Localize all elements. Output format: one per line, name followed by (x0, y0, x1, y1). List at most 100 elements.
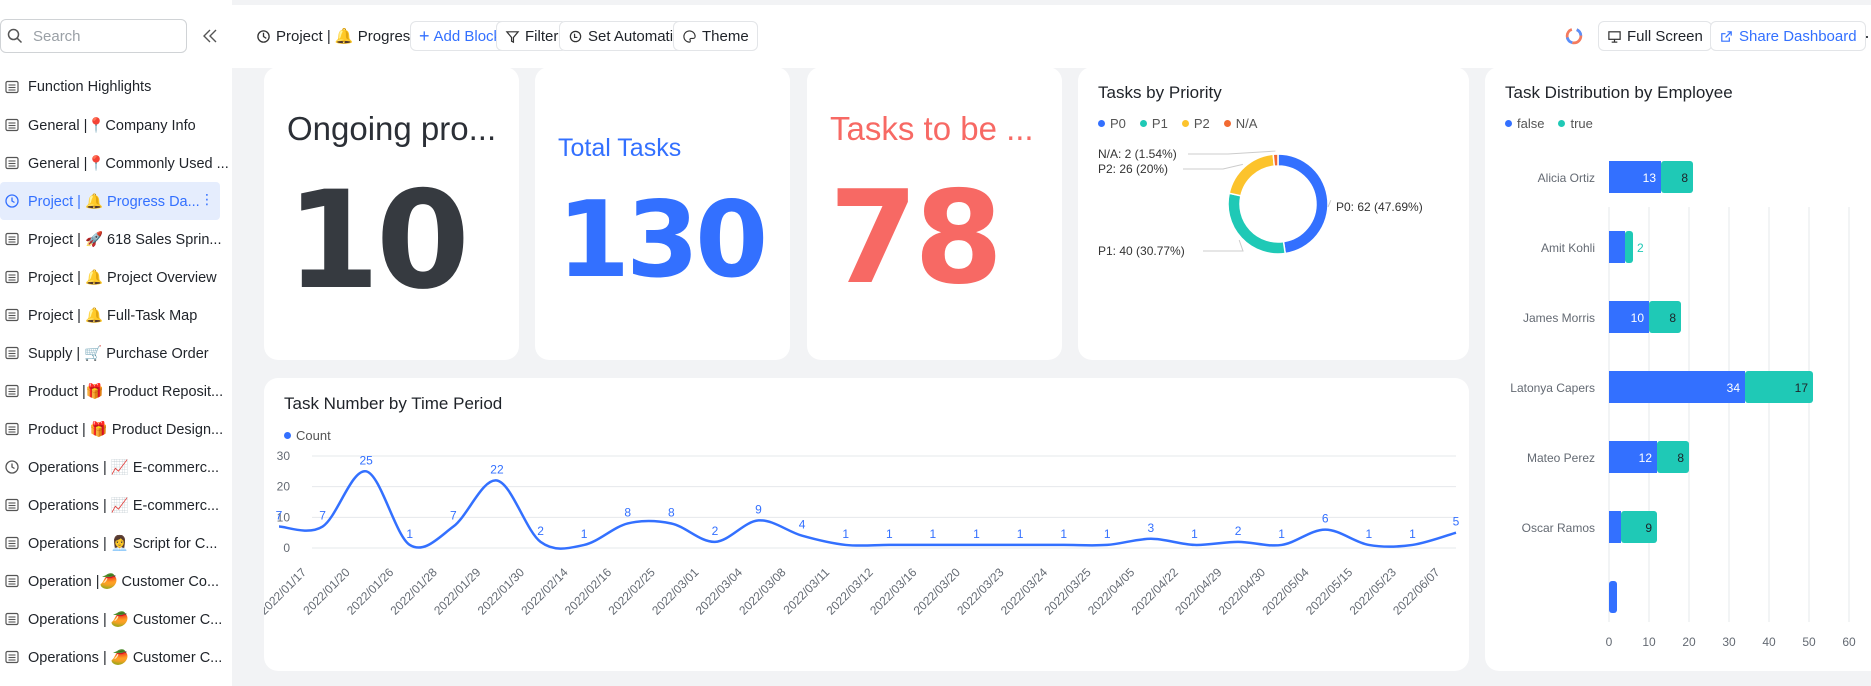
sidebar-item[interactable]: Operations | 🥭 Customer C... (0, 600, 223, 638)
slice-leader-line (1203, 239, 1244, 252)
x-tick-label: 2022/03/08 (736, 565, 789, 618)
bar-segment[interactable] (1625, 231, 1633, 263)
bar-value-label: 12 (1639, 451, 1653, 465)
sidebar-item[interactable]: Operations | 📈 E-commerc... (0, 448, 220, 486)
bar-segment[interactable] (1649, 301, 1681, 333)
sidebar-item-label: Supply | 🛒 Purchase Order (28, 345, 209, 362)
data-label: 1 (1278, 527, 1285, 541)
data-label: 6 (1322, 512, 1329, 526)
bar-segment[interactable] (1609, 231, 1625, 263)
sidebar-item-label: Product | 🎁 Product Design... (28, 421, 224, 438)
ai-logo-icon (1565, 27, 1583, 45)
bar-segment[interactable] (1661, 161, 1693, 193)
search-icon (7, 28, 23, 44)
sidebar-item[interactable]: Product | 🎁 Product Design... (0, 410, 224, 448)
total-tasks-card[interactable]: Total Tasks 130 (535, 67, 790, 360)
sidebar-item[interactable]: Product |🎁 Product Reposit... (0, 372, 223, 410)
donut-slice[interactable] (1227, 192, 1287, 255)
sidebar-item[interactable]: General |📍Company Info (0, 106, 220, 144)
donut-slice[interactable] (1228, 153, 1276, 197)
donut-slice[interactable] (1272, 153, 1279, 167)
sidebar-item-label: Operations | 🥭 Customer C... (28, 611, 223, 628)
task-number-by-time-card[interactable]: Task Number by Time Period Count 0 10 20 30… (264, 378, 1469, 671)
donut-slice[interactable] (1277, 153, 1329, 255)
legend-label: P0 (1110, 116, 1126, 131)
theme-label: Theme (702, 27, 749, 45)
sidebar-item[interactable]: Operations | 👩‍💼 Script for C... (0, 524, 220, 562)
bar-value-label: 8 (1677, 451, 1684, 465)
more-icon[interactable]: · (1864, 25, 1870, 46)
data-label: 7 (450, 509, 457, 523)
sidebar-item[interactable]: Operation |🥭 Customer Co... (0, 562, 220, 600)
theme-button[interactable]: Theme (673, 21, 758, 51)
legend-item[interactable]: N/A (1223, 116, 1257, 131)
search-input[interactable] (33, 27, 173, 45)
sidebar-item[interactable]: Supply | 🛒 Purchase Order (0, 334, 220, 372)
bar-segment[interactable] (1745, 371, 1813, 403)
sidebar-item[interactable]: Operations | 🥭 Customer C... (0, 638, 222, 676)
table-icon (5, 80, 19, 94)
task-distribution-card[interactable]: Task Distribution by Employee false true … (1485, 67, 1871, 671)
tasks-to-be-done-value: 78 (829, 164, 1003, 313)
dashboard-icon (257, 29, 270, 43)
table-icon (5, 612, 19, 626)
bar-chart-title: Task Distribution by Employee (1505, 83, 1733, 102)
bar-segment[interactable] (1609, 441, 1657, 473)
sidebar-item[interactable]: Project | 🔔 Progress Da... ⋮ (0, 182, 220, 220)
bar-segment[interactable] (1609, 371, 1745, 403)
collapse-sidebar-icon[interactable] (200, 26, 220, 46)
legend-item[interactable]: true (1558, 116, 1593, 131)
bar-segment[interactable] (1609, 301, 1649, 333)
category-label: Mateo Perez (1527, 451, 1595, 465)
total-tasks-value: 130 (557, 179, 768, 301)
count-line[interactable] (278, 470, 1457, 550)
sidebar-item[interactable]: General |📍Commonly Used ... (0, 144, 229, 182)
plus-icon: + (419, 25, 430, 46)
slice-leader-line (1327, 199, 1332, 208)
more-options-icon[interactable]: ⋮ (200, 191, 214, 207)
legend-item[interactable]: P0 (1098, 116, 1126, 131)
filter-button[interactable]: Filter (496, 21, 568, 51)
bar-segment[interactable] (1609, 511, 1621, 543)
x-tick-label: 20 (1682, 635, 1696, 649)
table-icon (5, 118, 19, 132)
bar-value-label: 2 (1637, 241, 1644, 255)
data-label: 22 (490, 463, 504, 477)
sidebar-item[interactable]: Function Highlights (0, 68, 220, 106)
data-label: 5 (1453, 515, 1460, 529)
category-label: Oscar Ramos (1522, 521, 1595, 535)
search-box[interactable] (0, 19, 187, 53)
bar-segment[interactable] (1609, 581, 1617, 613)
x-tick-label: 50 (1802, 635, 1816, 649)
share-dashboard-button[interactable]: Share Dashboard (1710, 21, 1866, 51)
sidebar-item-label: Project | 🚀 618 Sales Sprin... (28, 231, 222, 248)
bar-segment[interactable] (1657, 441, 1689, 473)
legend-item[interactable]: P2 (1181, 116, 1210, 131)
legend-item[interactable]: Count (284, 428, 331, 443)
legend-label: Count (296, 428, 331, 443)
data-label: 1 (1017, 527, 1024, 541)
total-tasks-title: Total Tasks (558, 134, 682, 162)
data-label: 7 (276, 509, 283, 523)
data-label: 1 (1191, 527, 1198, 541)
add-block-button[interactable]: + Add Block (410, 21, 511, 51)
ongoing-projects-card[interactable]: Ongoing pro... 10 (264, 67, 519, 360)
sidebar-item[interactable]: Project | 🔔 Full-Task Map (0, 296, 220, 334)
bar-value-label: 8 (1681, 171, 1688, 185)
full-screen-button[interactable]: Full Screen (1598, 21, 1712, 51)
legend-item[interactable]: false (1505, 116, 1544, 131)
sidebar-item[interactable]: Project | 🚀 618 Sales Sprin... (0, 220, 222, 258)
table-icon (5, 156, 19, 170)
sidebar-item[interactable]: Project | 🔔 Project Overview (0, 258, 220, 296)
tasks-to-be-done-card[interactable]: Tasks to be ... 78 (807, 67, 1062, 360)
data-label: 2 (712, 524, 719, 538)
legend-item[interactable]: P1 (1139, 116, 1168, 131)
bar-segment[interactable] (1621, 511, 1657, 543)
x-tick-label: 60 (1842, 635, 1856, 649)
data-label: 1 (581, 527, 588, 541)
bar-segment[interactable] (1609, 161, 1661, 193)
sidebar-item[interactable]: Operations | 📈 E-commerc... (0, 486, 220, 524)
ai-assistant-button[interactable] (1564, 21, 1589, 51)
filter-icon (505, 30, 520, 43)
tasks-by-priority-card[interactable]: Tasks by Priority P0 P1 P2 N/A P0: 62 (47.6… (1078, 67, 1469, 360)
